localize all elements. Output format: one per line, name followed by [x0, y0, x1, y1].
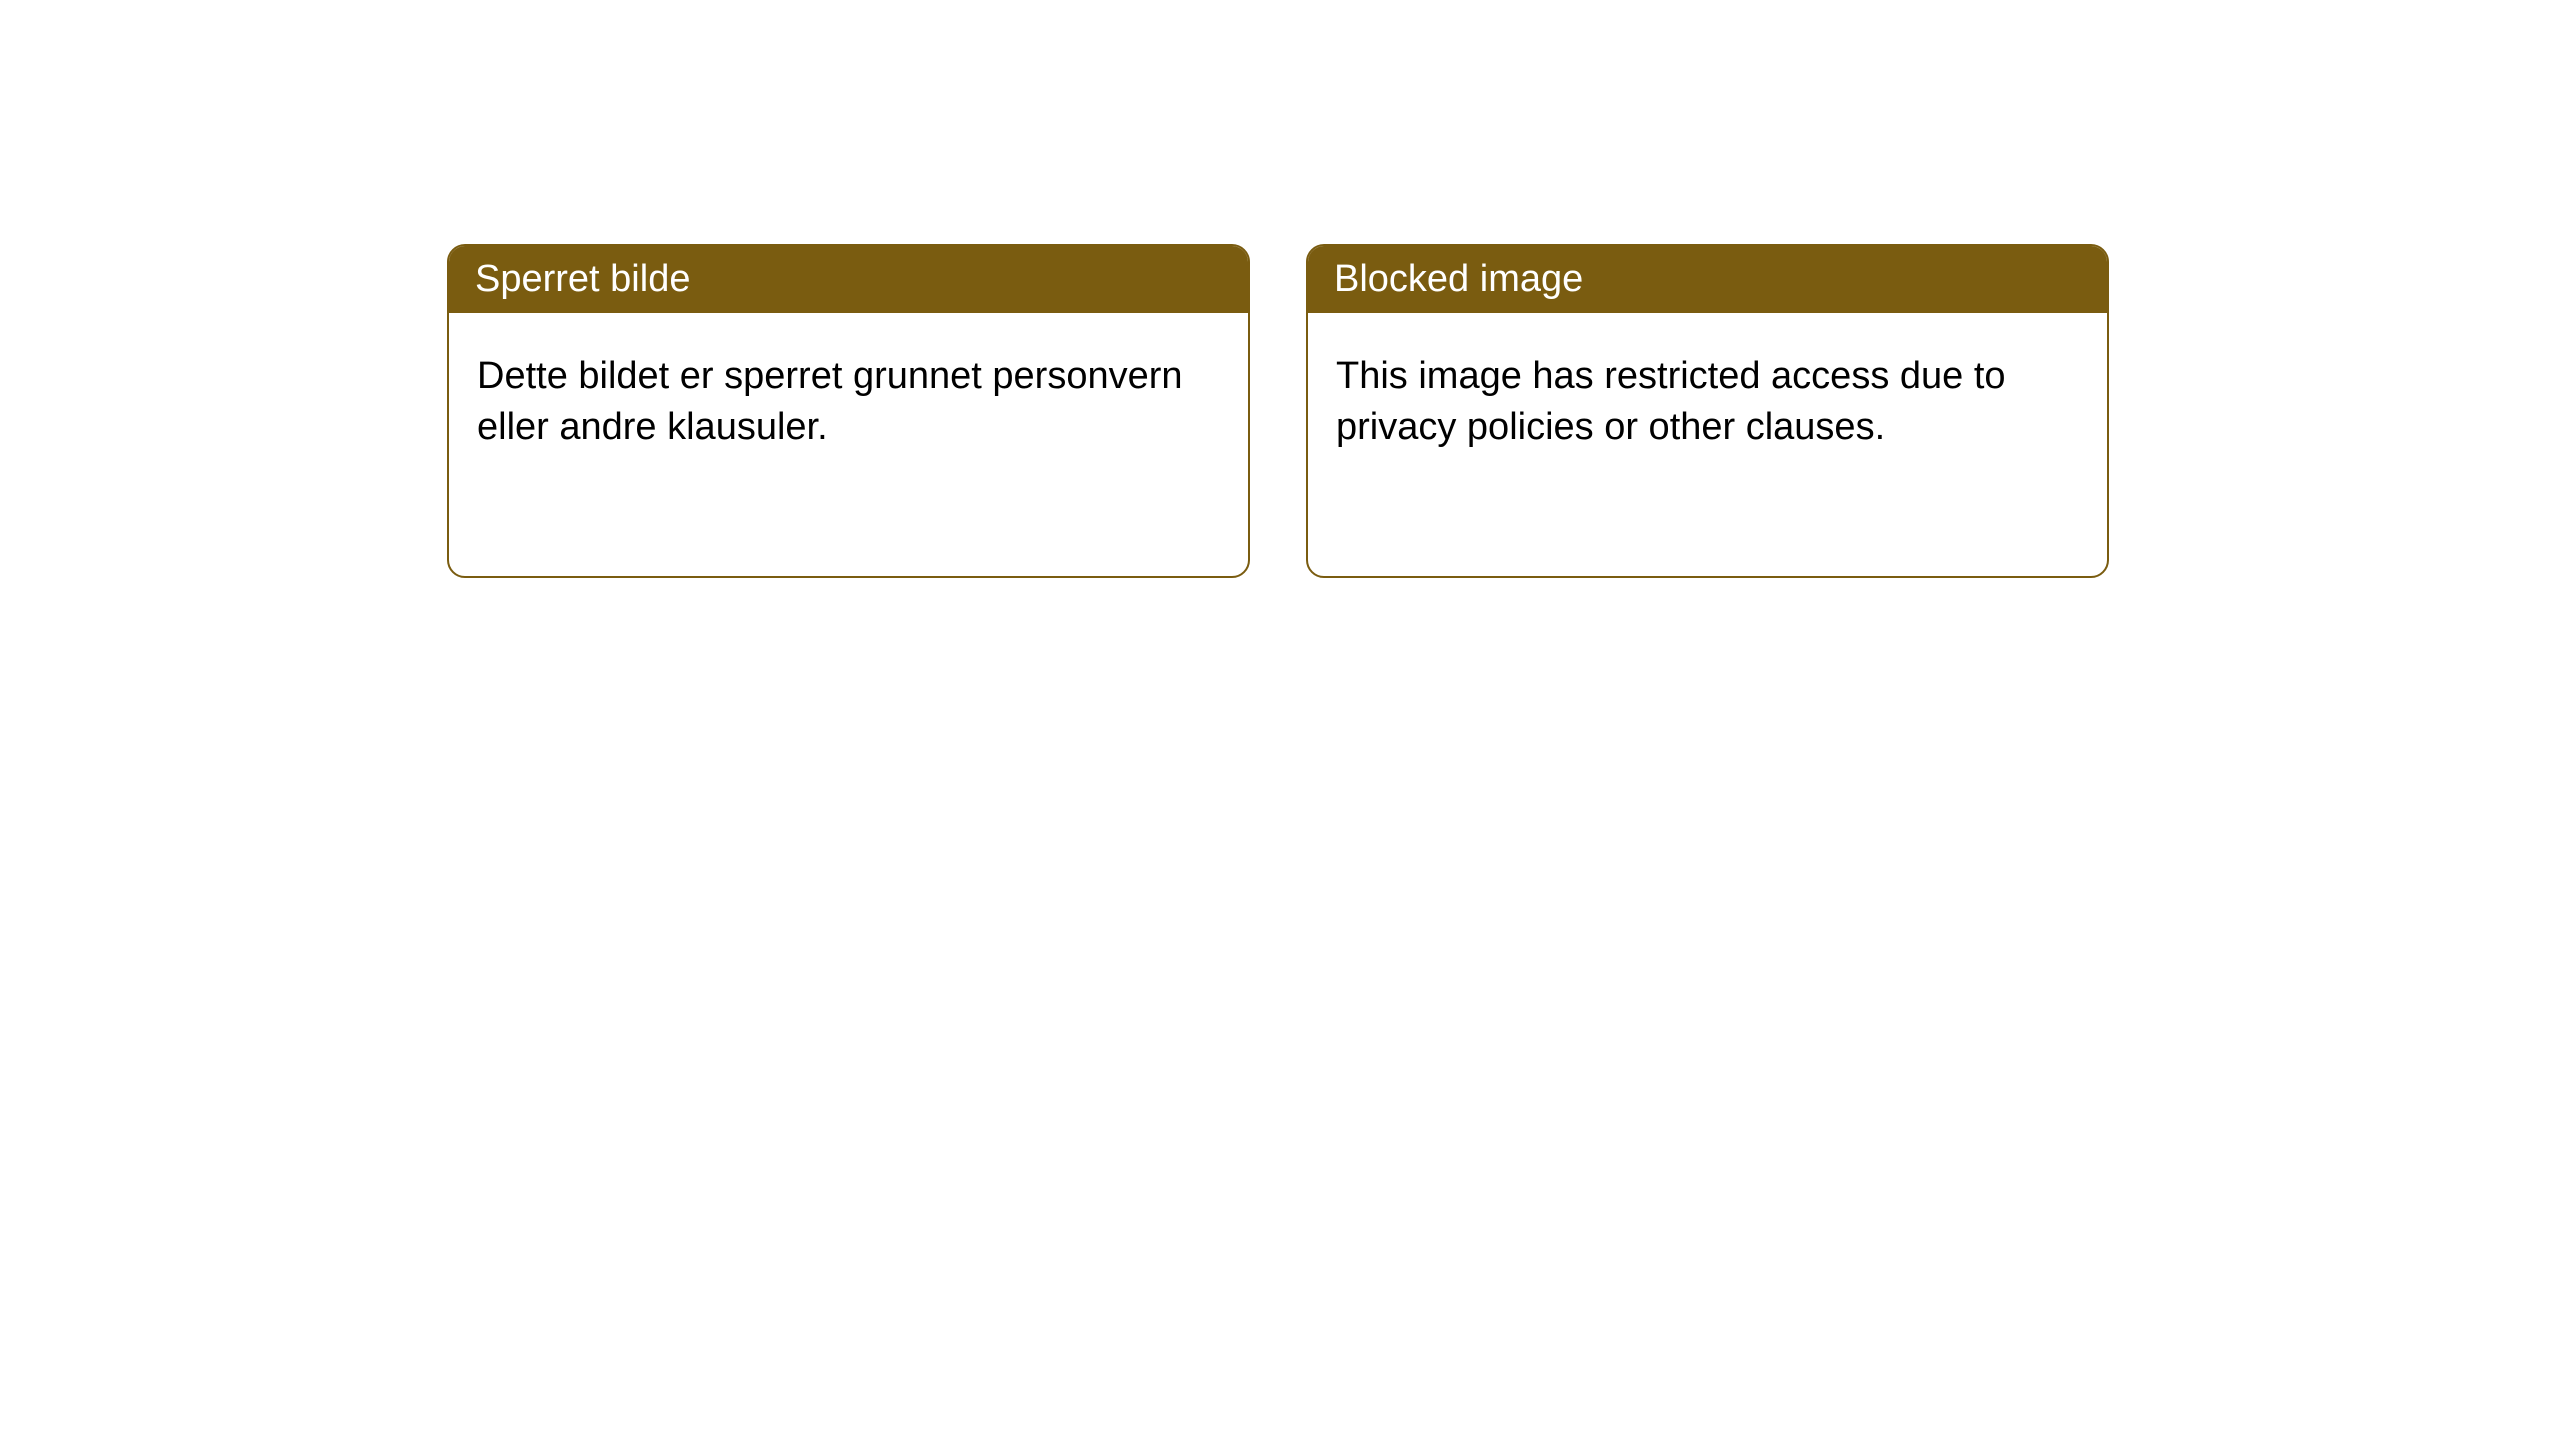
- notice-header: Blocked image: [1308, 246, 2107, 313]
- notice-card-norwegian: Sperret bilde Dette bildet er sperret gr…: [447, 244, 1250, 578]
- notice-header-text: Blocked image: [1334, 258, 1583, 300]
- notice-card-english: Blocked image This image has restricted …: [1306, 244, 2109, 578]
- notice-header: Sperret bilde: [449, 246, 1248, 313]
- notice-body-text: Dette bildet er sperret grunnet personve…: [477, 355, 1183, 448]
- notice-container: Sperret bilde Dette bildet er sperret gr…: [0, 0, 2560, 578]
- notice-header-text: Sperret bilde: [475, 258, 690, 300]
- notice-body: Dette bildet er sperret grunnet personve…: [449, 313, 1248, 492]
- notice-body-text: This image has restricted access due to …: [1336, 355, 2006, 448]
- notice-body: This image has restricted access due to …: [1308, 313, 2107, 492]
